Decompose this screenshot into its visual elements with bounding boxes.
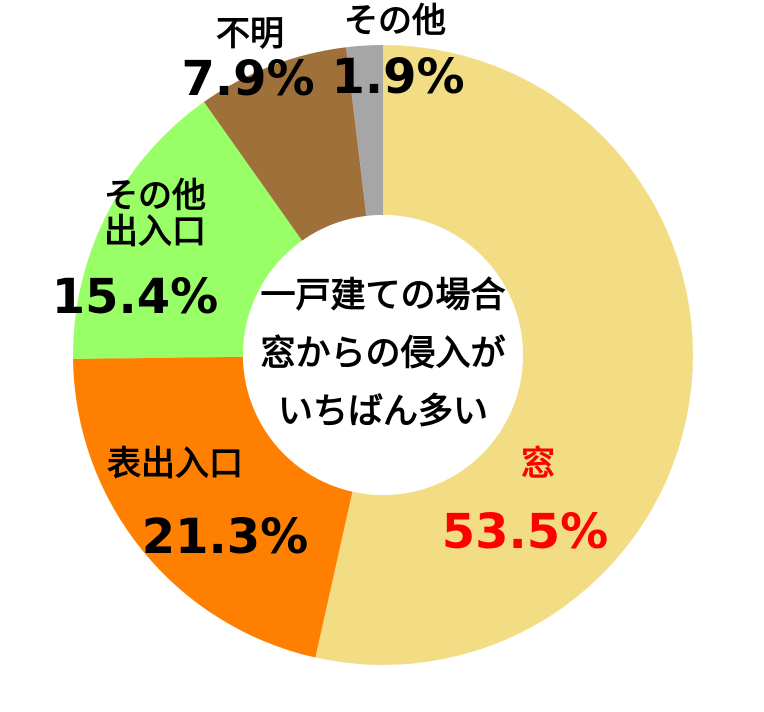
slice xyxy=(346,45,383,216)
slice-name: 不明 xyxy=(216,14,284,54)
value-label: 53.5% xyxy=(442,504,609,560)
slice xyxy=(73,356,353,658)
value-label: 7.9% xyxy=(181,51,314,107)
slice xyxy=(203,47,367,241)
value-label: 21.3% xyxy=(142,509,309,565)
slice xyxy=(72,101,303,359)
value-label: 1.9% xyxy=(331,49,464,105)
slice-name: 窓 xyxy=(521,444,555,484)
slice-name: 表出入口 xyxy=(107,444,243,484)
slice-name: その他 xyxy=(344,1,446,41)
slice xyxy=(315,45,693,665)
slice-name: その他出入口 xyxy=(104,176,206,252)
donut-hole xyxy=(243,215,523,495)
value-label: 15.4% xyxy=(52,269,219,325)
center-annotation: 一戸建ての場合窓からの侵入がいちばん多い xyxy=(260,276,505,432)
